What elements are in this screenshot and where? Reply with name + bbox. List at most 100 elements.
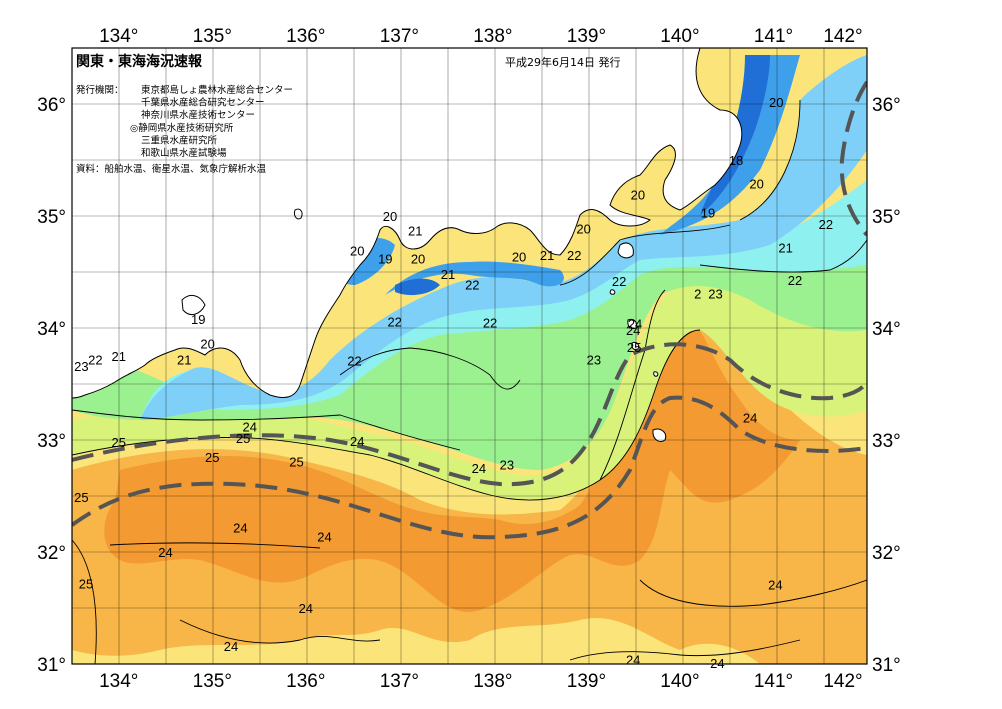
isotherm-label: 22 bbox=[819, 217, 833, 232]
longitude-label-top: 139° bbox=[567, 26, 606, 47]
isotherm-label-text: 22 bbox=[465, 277, 479, 292]
issuers-label: 発行機関： bbox=[76, 84, 124, 96]
isotherm-label: 24 bbox=[233, 520, 247, 535]
latitude-label-left: 36° bbox=[37, 95, 66, 116]
isotherm-label-text: 25 bbox=[74, 490, 88, 505]
isotherm-line bbox=[109, 542, 321, 549]
isotherm-label: 24 bbox=[242, 420, 256, 435]
isotherm-label-text: 20 bbox=[769, 95, 783, 110]
longitude-axis-bottom: 134° 135° 136° 137° 138° 139° 140° 141° 142° bbox=[99, 671, 863, 692]
latitude-label-right: 31° bbox=[872, 655, 901, 676]
isotherm-label: 24 bbox=[472, 461, 486, 476]
isotherm-label: 23 bbox=[587, 352, 601, 367]
isotherm-label: 21 bbox=[408, 224, 422, 239]
longitude-label-top: 140° bbox=[660, 26, 699, 47]
isotherm-label: 22 bbox=[465, 277, 479, 292]
issuer-item: 東京都島しょ農林水産総合センター bbox=[141, 84, 293, 96]
isotherm-label: 22 bbox=[483, 315, 497, 330]
isotherm-label-text: 20 bbox=[411, 252, 425, 267]
kuroshio-axes bbox=[72, 80, 867, 540]
isotherm-label: 22 bbox=[88, 352, 102, 367]
isotherm-lines bbox=[72, 99, 867, 664]
data-source: 資料：船舶水温、衛星水温、気象庁解析水温 bbox=[76, 163, 267, 175]
isotherm-label-text: 21 bbox=[540, 248, 554, 263]
land bbox=[72, 48, 743, 443]
isotherm-label: 18 bbox=[729, 153, 743, 168]
isotherm-label: 19 bbox=[701, 206, 715, 221]
isotherm-label-text: 23 bbox=[587, 352, 601, 367]
isotherm-label: 20 bbox=[512, 249, 526, 264]
longitude-label-top: 142° bbox=[823, 26, 862, 47]
map-area bbox=[72, 48, 867, 664]
isotherm-line bbox=[559, 224, 731, 286]
isotherm-label: 21 bbox=[441, 267, 455, 282]
isotherm-label-text: 25 bbox=[627, 340, 641, 355]
latitude-label-left: 31° bbox=[37, 655, 66, 676]
kuroshio-axis-main bbox=[72, 342, 867, 487]
longitude-label-bottom: 141° bbox=[754, 671, 793, 692]
latitude-label-right: 35° bbox=[872, 207, 901, 228]
isotherm-label-text: 24 bbox=[628, 317, 642, 332]
isotherm-label: 25 bbox=[112, 435, 126, 450]
isotherm-line bbox=[739, 99, 801, 221]
longitude-label-bottom: 136° bbox=[286, 671, 325, 692]
landmass-mikurajima bbox=[653, 371, 659, 377]
graticule bbox=[72, 48, 867, 664]
isotherm-label-text: 20 bbox=[631, 188, 645, 203]
isotherm-label: 24 bbox=[743, 411, 757, 426]
landmass-oshima bbox=[617, 242, 634, 259]
temperature-zone-22 bbox=[72, 235, 867, 470]
isotherm-label-text: 24 bbox=[224, 639, 238, 654]
isotherm-label: 20 bbox=[411, 252, 425, 267]
isotherm-label-text: 22 bbox=[387, 314, 401, 329]
isotherm-label: 25 bbox=[627, 340, 641, 355]
landmass-small-islet bbox=[294, 208, 303, 220]
isotherm-label-text: 18 bbox=[729, 153, 743, 168]
isotherm-label: 24 bbox=[768, 577, 782, 592]
map-title: 関東・東海海況速報 bbox=[76, 53, 203, 70]
landmass-honshu bbox=[72, 48, 743, 399]
isotherm-label-text: 22 bbox=[612, 274, 626, 289]
longitude-label-top: 137° bbox=[380, 26, 419, 47]
isotherm-label-text: 25 bbox=[205, 450, 219, 465]
isotherm-label-text: 23 bbox=[500, 458, 514, 473]
isotherm-label-text: 21 bbox=[408, 224, 422, 239]
longitude-label-bottom: 140° bbox=[660, 671, 699, 692]
isotherm-label: 24 bbox=[224, 639, 238, 654]
isotherm-label-text: 24 bbox=[768, 577, 782, 592]
isotherm-label-text: 2 bbox=[694, 286, 701, 301]
isotherm-line bbox=[72, 539, 97, 664]
latitude-axis-left: 36° 35° 34° 33° 32° 31° bbox=[37, 95, 66, 676]
longitude-label-top: 135° bbox=[193, 26, 232, 47]
issuer-item: 神奈川県水産技術センター bbox=[141, 109, 255, 121]
latitude-axis-right: 36° 35° 34° 33° 32° 31° bbox=[872, 95, 901, 676]
isotherm-label-text: 20 bbox=[576, 221, 590, 236]
isotherm-label-text: 22 bbox=[483, 315, 497, 330]
isotherm-label: 25 bbox=[74, 490, 88, 505]
isotherm-label: 25 bbox=[205, 450, 219, 465]
isotherm-line bbox=[599, 289, 666, 481]
isotherm-label: 24 bbox=[710, 656, 724, 671]
isotherm-label: 25 bbox=[289, 454, 303, 469]
isotherm-label-text: 24 bbox=[158, 545, 172, 560]
isotherm-label-text: 24 bbox=[350, 434, 364, 449]
isotherm-label: 20 bbox=[749, 177, 763, 192]
latitude-label-right: 34° bbox=[872, 319, 901, 340]
isotherm-label-text: 21 bbox=[177, 352, 191, 367]
isotherm-line bbox=[72, 409, 461, 451]
isotherm-label: 19 bbox=[378, 252, 392, 267]
longitude-label-bottom: 138° bbox=[473, 671, 512, 692]
isotherm-label-text: 25 bbox=[112, 435, 126, 450]
isotherm-label-text: 19 bbox=[378, 252, 392, 267]
isotherm-label: 24 bbox=[628, 317, 642, 332]
isotherm-label: 21 bbox=[778, 240, 792, 255]
isotherm-label-text: 20 bbox=[383, 209, 397, 224]
isotherm-label-text: 20 bbox=[749, 177, 763, 192]
isotherm-label: 25 bbox=[236, 431, 250, 446]
isotherm-label: 21 bbox=[112, 349, 126, 364]
isotherm-label-text: 23 bbox=[74, 359, 88, 374]
longitude-label-bottom: 137° bbox=[380, 671, 419, 692]
latitude-label-left: 32° bbox=[37, 543, 66, 564]
kuroshio-axis-secondary bbox=[72, 395, 867, 540]
